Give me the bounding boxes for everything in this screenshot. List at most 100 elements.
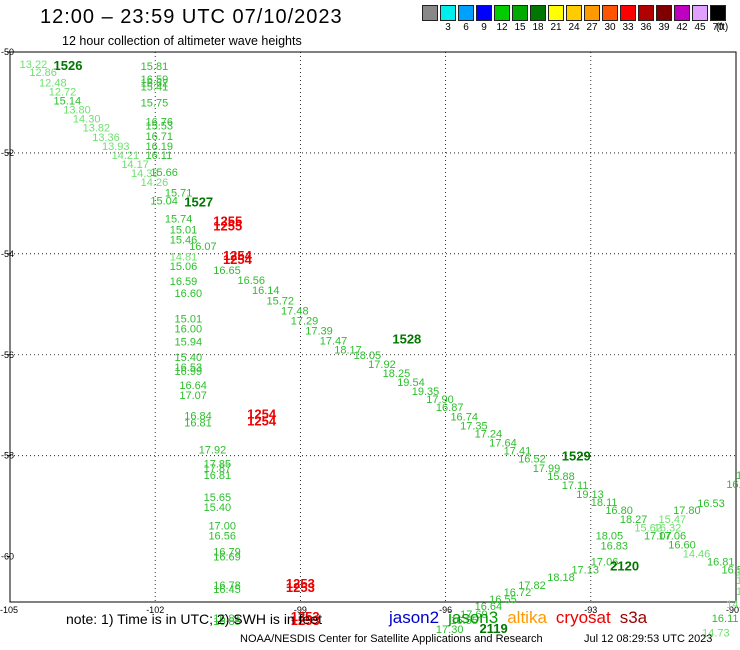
wave-height-label: 16.59 — [170, 276, 198, 288]
legend-swatch — [692, 5, 708, 21]
wave-height-label: 17.35 — [460, 420, 488, 432]
wave-height-label: 16.78 — [213, 580, 241, 592]
wave-height-label: 17.13 — [571, 565, 599, 577]
map-frame — [9, 51, 737, 603]
wave-height-label: 13.82 — [83, 123, 111, 135]
wave-height-label: 12.86 — [29, 67, 57, 79]
wave-height-label: 17.48 — [281, 305, 309, 317]
wave-height-label: 13.22 — [20, 59, 48, 71]
wave-height-label: 1 — [736, 567, 740, 579]
wave-height-label: 13.36 — [92, 132, 120, 144]
wave-height-label: 15.01 — [170, 225, 198, 237]
wave-height-label: 17.90 — [426, 394, 454, 406]
legend-label: 27 — [586, 22, 598, 33]
wave-height-label: 16.81 — [213, 613, 241, 625]
pass-time-label: 1529 — [562, 449, 591, 464]
legend-swatch — [476, 5, 492, 21]
pass-time-label: 1527 — [184, 194, 213, 209]
wave-height-label: 16.53 — [175, 362, 203, 374]
pass-time-label: 1253 — [291, 613, 320, 628]
satellite-cryosat: cryosat — [555, 608, 611, 627]
legend-label: 39 — [658, 22, 670, 33]
axis-ticks: -105 -102 -99 -96 -93 -90 -50 -52 -54 -56 -58 -60 — [0, 47, 739, 615]
wave-height-label: 17.47 — [320, 336, 348, 348]
wave-height-label: 17.69 — [460, 609, 488, 621]
wave-height-label: 16.83 — [600, 540, 628, 552]
wave-height-label: 15.75 — [141, 97, 169, 109]
wave-height-label: 15.04 — [150, 195, 178, 207]
wave-height-label: 17.87 — [204, 463, 232, 475]
pass-time-label: 1255 — [213, 219, 242, 234]
wave-height-label: 17.64 — [489, 438, 517, 450]
legend-swatch — [638, 5, 654, 21]
wave-height-label: 13.80 — [63, 105, 91, 117]
wave-height-label: 15.40 — [204, 502, 232, 514]
wave-height-label: 16.84 — [184, 410, 212, 422]
legend-label: 21 — [550, 22, 562, 33]
wave-height-label: 16.52 — [518, 454, 546, 466]
pass-time-label: 1254 — [223, 248, 253, 263]
legend-swatch — [548, 5, 564, 21]
wave-height-label: 16.60 — [175, 288, 203, 300]
wave-height-label: 16.85 — [213, 616, 241, 628]
wave-height-label: 16.87 — [436, 402, 464, 414]
wave-height-label: 15.01 — [175, 313, 203, 325]
satellite-s3a: s3a — [619, 608, 648, 627]
pass-time-label: 1528 — [392, 332, 421, 347]
wave-height-label: 17. — [736, 470, 740, 482]
wave-height-label: 17.82 — [518, 580, 546, 592]
color-scale-legend: 3 6 9 12 15 18 21 24 27 30 33 36 39 42 45 70 (ft) — [422, 5, 728, 35]
wave-height-label: 13.93 — [102, 141, 130, 153]
wave-height-label: 14.27 — [726, 599, 740, 611]
pass-time-label: 1254 — [247, 406, 277, 421]
wave-height-label: 16.32 — [654, 522, 682, 534]
wave-height-label: 17.80 — [673, 505, 701, 517]
wave-height-label: 15.81 — [141, 61, 169, 73]
wave-height-label: 12.48 — [39, 77, 67, 89]
pass-time-label: 1254 — [223, 252, 253, 267]
units-note: note: 1) Time is in UTC; 2) SWH is in fe… — [66, 611, 322, 627]
x-tick-label: -96 — [439, 605, 452, 615]
wave-height-label: 15.88 — [547, 471, 575, 483]
wave-height-label: 16.60 — [668, 539, 696, 551]
x-tick-label: -102 — [146, 605, 164, 615]
wave-height-label: 15.47 — [659, 514, 687, 526]
legend-label: 9 — [481, 22, 487, 33]
satellite-jason3: jason3 — [448, 608, 499, 627]
wave-height-label: 17.07 — [179, 390, 207, 402]
wave-height-label: 15.94 — [175, 337, 203, 349]
wave-height-label: 17.29 — [291, 315, 319, 327]
wave-height-label: 18.25 — [383, 368, 411, 380]
pass-time-label: 2120 — [610, 559, 639, 574]
wave-height-label: 16.79 — [213, 547, 241, 559]
legend-label: 42 — [676, 22, 688, 33]
wave-height-label: 17.24 — [475, 428, 503, 440]
legend-label: 24 — [568, 22, 580, 33]
y-tick-label: -52 — [1, 148, 14, 158]
satellite-jason2: jason2 — [389, 608, 440, 627]
legend-swatch — [602, 5, 618, 21]
wave-height-label: 15.74 — [165, 214, 193, 226]
wave-height-label: 15.40 — [175, 352, 203, 364]
wave-height-label: 17.85 — [204, 459, 232, 471]
wave-height-label: 15.46 — [170, 235, 198, 247]
wave-height-label: 16.64 — [475, 601, 503, 613]
wave-height-label: 16.11 — [146, 150, 173, 162]
credit-line: NOAA/NESDIS Center for Satellite Applica… — [240, 633, 543, 645]
legend-swatch — [494, 5, 510, 21]
pass-time-label: 1253 — [286, 580, 315, 595]
wave-height-label: 16.45 — [213, 584, 241, 596]
legend-swatch — [584, 5, 600, 21]
wave-height-label: 19.35 — [412, 386, 440, 398]
map-title: 12:00 – 23:59 UTC 07/10/2023 — [40, 6, 343, 28]
legend-label: 33 — [622, 22, 634, 33]
created-timestamp: Jul 12 08:29:53 UTC 2023 — [584, 633, 713, 645]
legend-swatch — [530, 5, 546, 21]
pass-time-label: 2119 — [479, 621, 507, 636]
wave-height-label: 17.06 — [591, 557, 619, 569]
legend-label: 18 — [532, 22, 544, 33]
wave-height-label: 15.71 — [165, 187, 193, 199]
wave-height-label: 18.05 — [596, 530, 624, 542]
legend-swatch — [422, 5, 438, 21]
wave-height-label: 16.56 — [208, 530, 236, 542]
